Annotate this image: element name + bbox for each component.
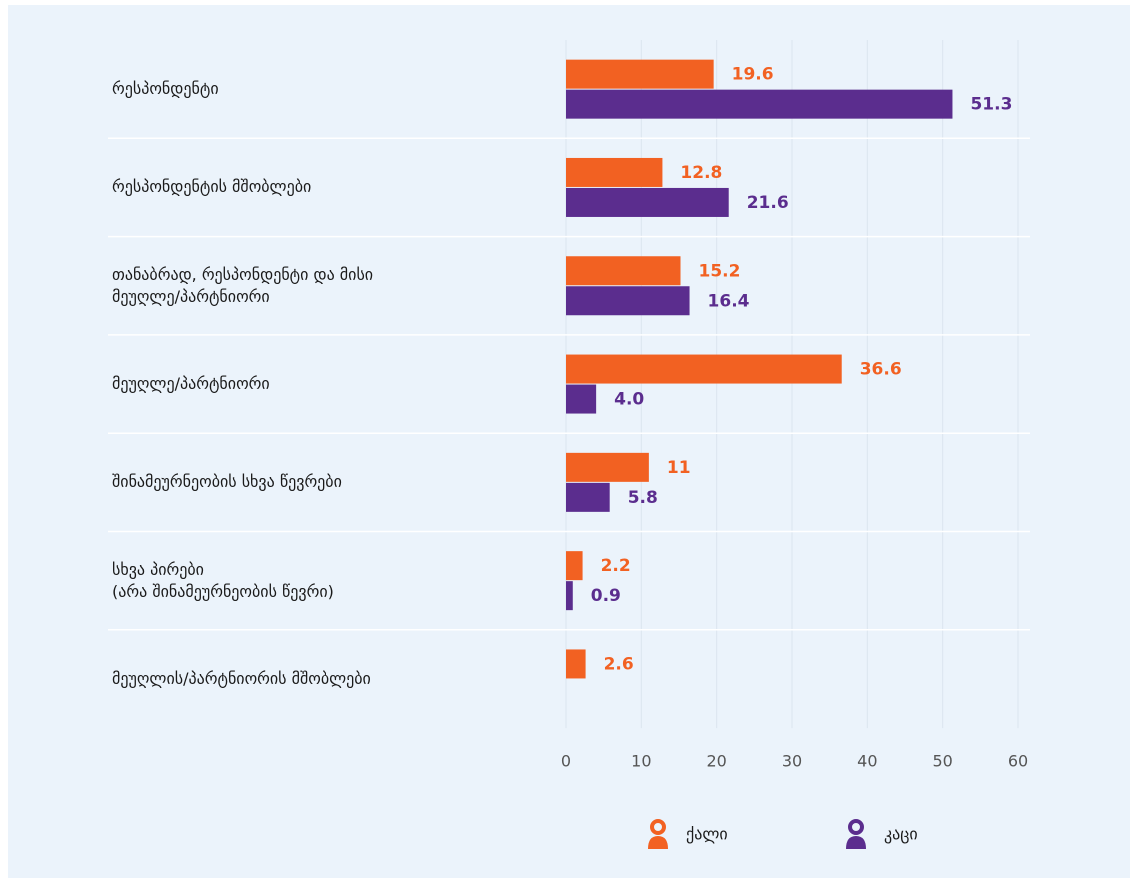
value-label: 11 xyxy=(667,458,691,478)
bar xyxy=(566,649,586,679)
value-label: 36.6 xyxy=(860,360,902,380)
bar xyxy=(566,286,690,316)
category-label: მეუღლის/პარტნიორის მშობლები xyxy=(112,668,371,688)
category-label: შინამეურნეობის სხვა წევრები xyxy=(112,472,342,492)
legend-label: ქალი xyxy=(686,825,728,844)
bar xyxy=(566,256,681,286)
bar xyxy=(566,452,649,482)
value-label: 51.3 xyxy=(970,95,1012,115)
value-label: 2.6 xyxy=(604,654,634,674)
x-tick-label: 20 xyxy=(706,752,726,771)
value-label: 0.9 xyxy=(591,586,621,606)
bar xyxy=(566,89,953,119)
bar xyxy=(566,551,583,581)
panel xyxy=(8,5,1130,878)
category-label: თანაბრად, რესპონდენტი და მისი მეუღლე/პარ… xyxy=(112,264,374,306)
value-label: 4.0 xyxy=(614,390,644,410)
legend-icon-body xyxy=(648,836,668,849)
bar xyxy=(566,581,573,611)
legend-label: კაცი xyxy=(884,825,918,844)
value-label: 16.4 xyxy=(708,291,750,311)
x-tick-label: 50 xyxy=(932,752,952,771)
category-label: რესპონდენტი xyxy=(112,79,219,99)
x-tick-label: 40 xyxy=(857,752,877,771)
bar xyxy=(566,59,714,89)
x-tick-label: 30 xyxy=(782,752,802,771)
value-label: 2.2 xyxy=(601,556,631,576)
category-label: მეუღლე/პარტნიორი xyxy=(112,374,270,394)
value-label: 15.2 xyxy=(699,261,741,281)
value-label: 12.8 xyxy=(680,163,722,183)
bar xyxy=(566,384,597,414)
bar xyxy=(566,187,729,217)
value-label: 19.6 xyxy=(732,65,774,85)
legend-icon-head xyxy=(650,819,666,835)
category-label: სხვა პირები (არა შინამეურნეობის წევრი) xyxy=(112,559,334,601)
bar xyxy=(566,482,610,512)
value-label: 21.6 xyxy=(747,193,789,213)
bar xyxy=(566,354,842,384)
x-tick-label: 60 xyxy=(1008,752,1028,771)
bar xyxy=(566,157,663,187)
legend-icon-head xyxy=(848,819,864,835)
x-tick-label: 0 xyxy=(561,752,571,771)
legend-icon-body xyxy=(846,836,866,849)
x-tick-label: 10 xyxy=(631,752,651,771)
value-label: 5.8 xyxy=(628,488,658,508)
category-label: რესპონდენტის მშობლები xyxy=(112,177,312,197)
